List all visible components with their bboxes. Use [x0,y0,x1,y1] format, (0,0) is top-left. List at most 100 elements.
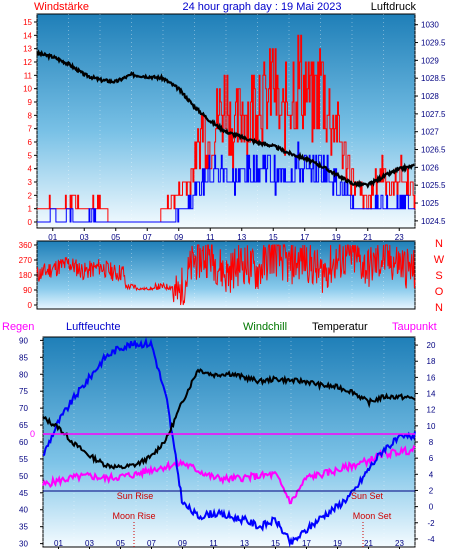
time-tick-label: 13 [240,539,249,548]
time-tick-label: 23 [395,233,404,242]
temperature-tick-label: 10 [427,422,436,431]
pressure-tick-label: 1026.5 [421,146,446,155]
direction-tick-label: 90 [23,286,32,295]
pressure-axis: 1024.5 1025 1025.5 1026 1026.5 1027 1027.5 1028… [415,21,446,226]
time-tick-label: 21 [363,233,372,242]
pressure-tick-label: 1024.5 [421,217,446,226]
pressure-tick-label: 1025 [421,199,439,208]
time-tick-label: 09 [174,233,183,242]
wind-direction-line [36,243,416,306]
temperature-time-axis: 01 03 05 07 09 11 13 15 17 19 21 23 [54,539,404,549]
dewpoint-line [42,444,416,505]
compass-label: N [435,238,443,250]
time-tick-label: 17 [300,233,309,242]
time-tick-label: 01 [54,539,63,548]
wind-tick-label: 6 [28,138,33,147]
wind-tick-label: 0 [28,218,33,227]
temperature-tick-label: 14 [427,390,436,399]
temperature-tick-label: 16 [427,373,436,382]
dewpoint-legend: Taupunkt [392,321,437,333]
time-tick-label: 15 [271,539,280,548]
humidity-tick-label: 45 [19,489,28,498]
compass-label: O [435,286,444,298]
wind-tick-label: 9 [28,98,33,107]
wind-tick-label: 11 [24,71,33,80]
humidity-tick-label: 90 [19,336,28,345]
wind-pressure-series [36,34,416,223]
wind-time-axis: 01 03 05 07 09 11 13 15 17 19 21 23 [48,228,404,242]
time-tick-label: 23 [395,539,404,548]
moon-rise-label: Moon Rise [112,511,155,521]
temperature-tick-label: -4 [427,535,435,544]
humidity-axis: 30 35 40 45 50 55 60 65 70 75 80 85 90 [19,336,43,549]
direction-tick-label: 360 [19,241,33,250]
compass-label: N [435,302,443,314]
humidity-line [42,337,416,548]
temperature-tick-label: 6 [429,454,434,463]
pressure-tick-label: 1029 [421,56,439,65]
pressure-tick-label: 1030 [421,21,439,30]
pressure-tick-label: 1025.5 [421,181,446,190]
time-tick-label: 03 [85,539,94,548]
pressure-tick-label: 1027 [421,128,439,137]
wind-tick-label: 5 [28,151,33,160]
wind-direction-grid [36,241,416,309]
humidity-tick-label: 50 [19,472,28,481]
humidity-tick-label: 55 [19,455,28,464]
humidity-tick-label: 80 [19,370,28,379]
wind-tick-label: 15 [23,18,32,27]
temperature-tick-label: 8 [429,438,434,447]
humidity-tick-label: 40 [19,506,28,515]
compass-label: S [435,270,442,282]
temperature-tick-label: 2 [429,486,434,495]
windchill-legend: Windchill [243,321,287,333]
time-tick-label: 09 [178,539,187,548]
time-tick-label: 21 [364,539,373,548]
time-tick-label: 17 [302,539,311,548]
direction-tick-label: 180 [19,271,33,280]
time-tick-label: 19 [332,233,341,242]
humidity-tick-label: 65 [19,421,28,430]
wind-tick-label: 13 [23,45,32,54]
humidity-legend: Luftfeuchte [66,321,120,333]
pressure-tick-label: 1028 [421,92,439,101]
wind-axis-title: Windstärke [34,1,89,13]
temperature-tick-label: -2 [427,519,435,528]
wind-tick-label: 14 [23,31,32,40]
wind-tick-label: 2 [28,191,33,200]
temperature-tick-label: 4 [429,470,434,479]
wind-tick-label: 12 [23,58,32,67]
pressure-line [36,49,415,189]
wind-direction-axis: 0 90 180 270 360 [19,241,37,310]
sun-set-label: Sun Set [351,491,384,501]
time-tick-label: 03 [80,233,89,242]
time-tick-label: 01 [48,233,57,242]
time-tick-label: 11 [209,539,218,548]
compass-label: W [434,254,445,266]
wind-tick-label: 3 [28,178,33,187]
temperature-axis: -4 -2 0 2 4 6 8 10 12 14 16 18 20 [415,341,436,544]
temperature-line [42,368,416,470]
wind-direction-series [36,243,416,306]
time-tick-label: 07 [143,233,152,242]
temperature-tick-label: 20 [427,341,436,350]
wind-tick-label: 4 [28,165,33,174]
humidity-tick-label: 60 [19,438,28,447]
pressure-tick-label: 1029.5 [421,39,446,48]
direction-tick-label: 270 [19,256,33,265]
time-tick-label: 13 [237,233,246,242]
humidity-tick-label: 85 [19,353,28,362]
pressure-axis-title: Luftdruck [371,1,417,13]
temperature-tick-label: 0 [429,503,434,512]
time-tick-label: 05 [111,233,120,242]
humidity-tick-label: 75 [19,387,28,396]
time-tick-label: 05 [116,539,125,548]
wind-tick-label: 1 [28,205,33,214]
time-tick-label: 11 [206,233,215,242]
temperature-legend: Temperatur [312,321,368,333]
temperature-tick-label: 18 [427,357,436,366]
pressure-tick-label: 1026 [421,163,439,172]
